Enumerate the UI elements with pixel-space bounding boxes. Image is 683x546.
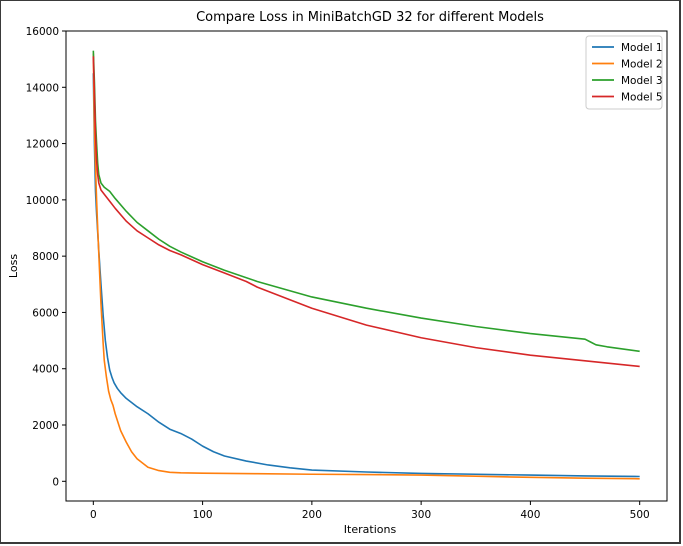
y-tick-label: 6000	[32, 307, 59, 319]
y-tick-label: 2000	[32, 420, 59, 432]
series-line-model-2	[92, 53, 640, 480]
x-tick-label: 100	[193, 509, 213, 521]
y-tick-label: 0	[52, 476, 59, 488]
y-tick-label: 4000	[32, 364, 59, 376]
y-tick-label: 8000	[32, 251, 59, 263]
plot-area	[92, 50, 640, 480]
y-axis-label: Loss	[7, 254, 20, 278]
legend-label: Model 1	[621, 42, 663, 54]
x-axis: 0 100 200 300 400 500	[90, 501, 650, 521]
legend-label: Model 2	[621, 59, 663, 71]
y-tick-label: 10000	[26, 195, 59, 207]
y-axis: 0 2000 4000 6000 8000 10000 12000 14000 16000	[26, 26, 66, 488]
series-line-model-3	[92, 50, 640, 353]
series-line-model-1	[92, 73, 640, 478]
series-line-model-5	[92, 56, 640, 368]
x-tick-label: 400	[520, 509, 540, 521]
chart-title: Compare Loss in MiniBatchGD 32 for diffe…	[196, 10, 544, 25]
legend-label: Model 5	[621, 92, 663, 104]
x-tick-label: 200	[302, 509, 322, 521]
legend-box	[585, 35, 663, 110]
y-tick-label: 14000	[26, 82, 59, 94]
axes-frame	[65, 30, 668, 502]
x-tick-label: 300	[411, 509, 431, 521]
legend-label: Model 3	[621, 75, 663, 87]
x-axis-label: Iterations	[344, 523, 397, 536]
legend: Model 1 Model 2 Model 3 Model 5	[585, 35, 663, 110]
x-tick-label: 0	[90, 509, 97, 521]
x-tick-label: 500	[630, 509, 650, 521]
y-tick-label: 12000	[26, 139, 59, 151]
y-tick-label: 16000	[26, 26, 59, 38]
